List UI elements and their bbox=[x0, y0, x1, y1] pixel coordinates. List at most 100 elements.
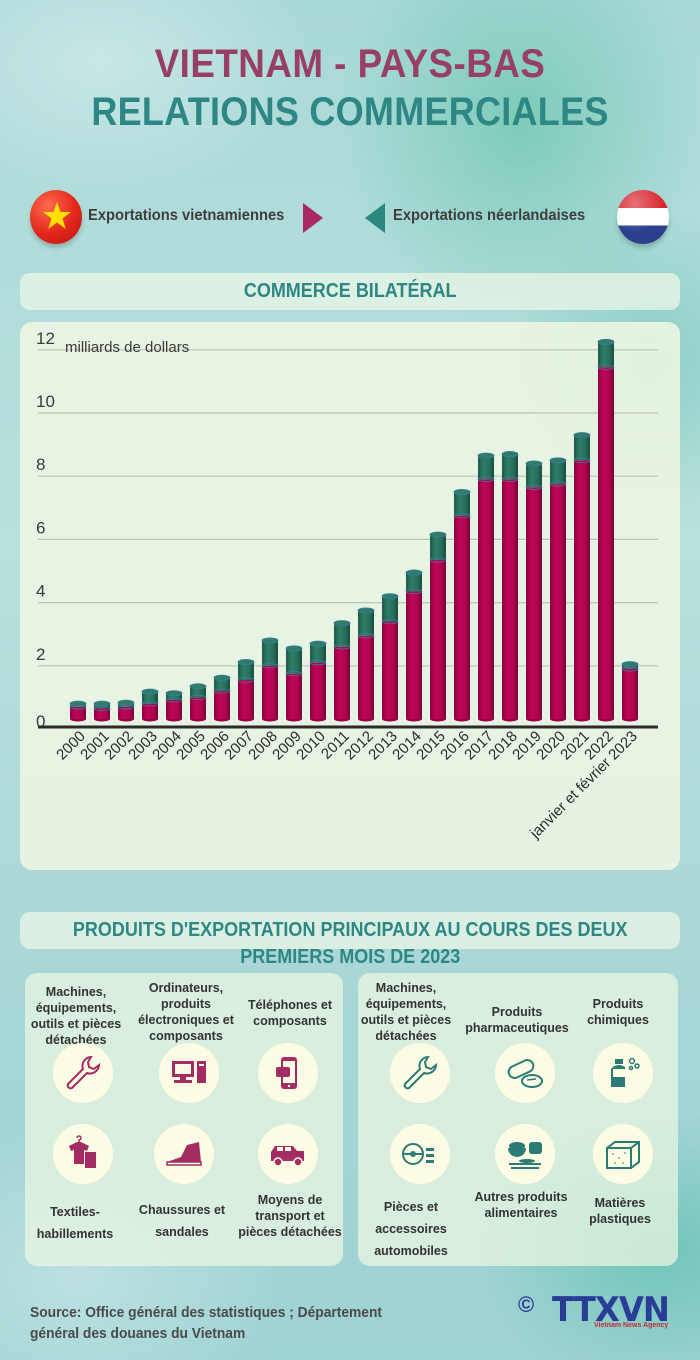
bar-cap bbox=[309, 640, 327, 647]
bar-vietnam-exports bbox=[382, 621, 398, 719]
y-tick-label: 8 bbox=[36, 455, 45, 474]
bar-netherlands-exports bbox=[190, 686, 206, 698]
bar-group bbox=[573, 432, 591, 722]
bar-netherlands-exports bbox=[598, 341, 614, 368]
segment-divider bbox=[141, 701, 159, 707]
bar-vietnam-exports bbox=[478, 479, 494, 719]
y-tick-label: 4 bbox=[36, 582, 45, 601]
bar-group bbox=[141, 688, 159, 722]
bar-group bbox=[165, 690, 183, 722]
bilateral-trade-heading: COMMERCE BILATÉRAL bbox=[20, 273, 680, 310]
ttxvn-logo: © TTXVN Vietnam News Agency bbox=[518, 1290, 678, 1332]
bar-netherlands-exports bbox=[142, 691, 158, 704]
segment-divider bbox=[285, 671, 303, 677]
segment-divider bbox=[453, 513, 471, 519]
bar-cap bbox=[237, 658, 255, 666]
products-heading-box bbox=[20, 912, 680, 949]
segment-divider bbox=[357, 633, 375, 639]
bar-netherlands-exports bbox=[454, 492, 470, 516]
bar-cap bbox=[597, 338, 615, 345]
source-note: Source: Office général des statistiques … bbox=[30, 1304, 383, 1342]
bar-cap bbox=[621, 661, 639, 668]
bar-netherlands-exports bbox=[334, 623, 350, 647]
bar-netherlands-exports bbox=[406, 572, 422, 592]
bar-netherlands-exports bbox=[262, 640, 278, 666]
bar-cap bbox=[549, 457, 567, 464]
legend-vietnam-label: Exportations vietnamiennes bbox=[88, 207, 285, 224]
segment-divider bbox=[381, 618, 399, 625]
bar-vietnam-exports bbox=[622, 668, 638, 719]
wrench-icon bbox=[53, 1043, 113, 1103]
computer-icon bbox=[159, 1043, 219, 1103]
segment-divider bbox=[549, 481, 567, 487]
copyright-icon: © bbox=[518, 1292, 535, 1317]
netherlands-products-panel: Machines, équipements, outils et pièces … bbox=[358, 973, 678, 1266]
segment-divider bbox=[501, 476, 519, 482]
bar-group bbox=[213, 674, 231, 722]
star-icon bbox=[43, 202, 71, 229]
bar-netherlands-exports bbox=[238, 662, 254, 681]
bar-group bbox=[333, 620, 351, 722]
bar-netherlands-exports bbox=[574, 435, 590, 461]
bar-netherlands-exports bbox=[502, 454, 518, 480]
bar-cap bbox=[189, 683, 207, 690]
bar-vietnam-exports bbox=[502, 479, 518, 719]
bar-netherlands-exports bbox=[430, 534, 446, 560]
bar-group bbox=[597, 338, 615, 722]
bar-group bbox=[429, 531, 447, 722]
bar-vietnam-exports bbox=[550, 484, 566, 719]
product-item: Machines, équipements, outils et pièces … bbox=[30, 985, 122, 1047]
bar-netherlands-exports bbox=[286, 648, 302, 674]
bar-group bbox=[69, 700, 87, 722]
bar-vietnam-exports bbox=[94, 708, 110, 719]
segment-divider bbox=[429, 557, 447, 563]
bar-cap bbox=[357, 607, 375, 614]
legend: Exportations vietnamiennes Exportations … bbox=[0, 190, 700, 246]
shoe-icon bbox=[154, 1124, 214, 1184]
bar-group bbox=[285, 645, 303, 722]
netherlands-flag-icon bbox=[617, 190, 669, 244]
bar-group bbox=[261, 637, 279, 722]
bar-vietnam-exports bbox=[598, 367, 614, 719]
bar-vietnam-exports bbox=[406, 591, 422, 719]
title-line2: RELATIONS COMMERCIALES bbox=[91, 90, 609, 134]
segment-divider bbox=[405, 588, 423, 595]
phone-icon bbox=[258, 1043, 318, 1103]
bar-cap bbox=[285, 645, 303, 652]
segment-divider bbox=[261, 663, 279, 669]
y-tick-label: 0 bbox=[36, 712, 45, 731]
segment-divider bbox=[573, 457, 591, 463]
bar-group bbox=[357, 607, 375, 722]
product-item: Ordinateurs, produits électroniques et c… bbox=[138, 981, 234, 1043]
bar-cap bbox=[165, 690, 183, 697]
product-item: Produits pharmaceutiques bbox=[465, 1005, 569, 1035]
bar-netherlands-exports bbox=[526, 463, 542, 488]
bar-cap bbox=[525, 460, 543, 467]
bar-vietnam-exports bbox=[190, 697, 206, 719]
title-line1: VIETNAM - PAYS-BAS bbox=[154, 42, 546, 86]
segment-divider bbox=[189, 694, 207, 700]
bar-cap bbox=[69, 700, 87, 707]
plastic-block-icon bbox=[593, 1124, 653, 1184]
bar-vietnam-exports bbox=[574, 460, 590, 719]
y-tick-label: 10 bbox=[36, 392, 55, 411]
bar-netherlands-exports bbox=[310, 643, 326, 663]
arrow-left-icon bbox=[365, 203, 385, 233]
product-item: Moyens de transport et pièces détachées bbox=[238, 1193, 342, 1239]
vietnam-products-panel: Machines, équipements, outils et pièces … bbox=[25, 973, 343, 1266]
bar-group bbox=[549, 457, 567, 722]
products-heading: PRODUITS D'EXPORTATION PRINCIPAUX AU COU… bbox=[72, 919, 628, 968]
bar-vietnam-exports bbox=[430, 559, 446, 719]
product-item: Textiles-habillements bbox=[36, 1205, 114, 1241]
arrow-right-icon bbox=[303, 203, 323, 233]
chemical-bottle-icon bbox=[593, 1043, 653, 1103]
bar-cap bbox=[405, 569, 423, 576]
segment-divider bbox=[309, 660, 327, 666]
product-item: Matières plastiques bbox=[589, 1196, 651, 1226]
bar-group bbox=[525, 460, 543, 722]
bar-cap bbox=[141, 688, 159, 695]
vietnam-flag-icon bbox=[30, 190, 82, 244]
bar-group bbox=[453, 488, 471, 722]
pills-icon bbox=[495, 1043, 555, 1103]
bar-vietnam-exports bbox=[142, 703, 158, 719]
